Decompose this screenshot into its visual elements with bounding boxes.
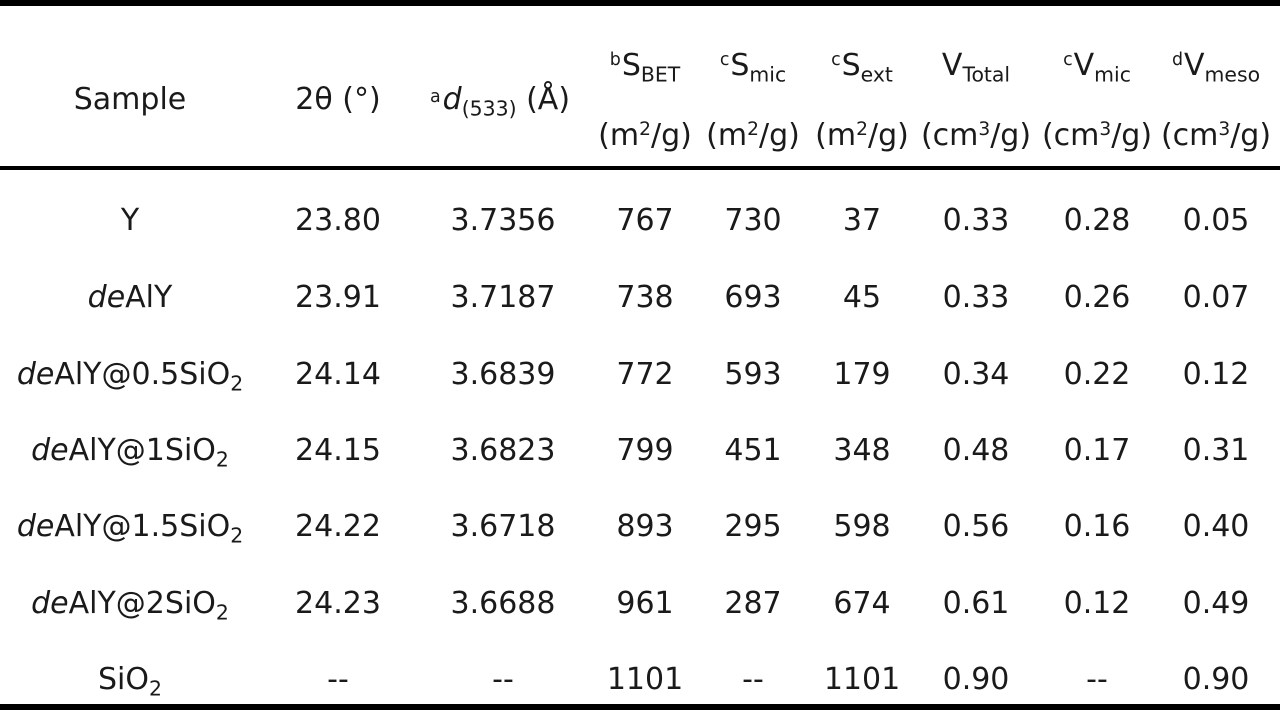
cell-two-theta: 23.80 — [295, 203, 381, 238]
cell-vmic: 0.26 — [1063, 280, 1131, 315]
cell-sbet: 893 — [616, 509, 674, 544]
top-rule — [0, 0, 1280, 6]
cell-d533: 3.6718 — [450, 509, 556, 544]
cell-vmeso: 0.07 — [1182, 280, 1250, 315]
cell-vmeso: 0.49 — [1182, 586, 1250, 621]
cell-sample: deAlY — [87, 280, 173, 315]
cell-two-theta: 23.91 — [295, 280, 381, 315]
cell-vtotal: 0.56 — [942, 509, 1010, 544]
cell-smic: 730 — [724, 203, 782, 238]
header-d533: ad(533) (Å) — [429, 82, 571, 121]
cell-two-theta: -- — [327, 662, 349, 697]
header-sext: cSext — [831, 48, 893, 87]
cell-sample: SiO2 — [98, 662, 162, 701]
cell-sext: 598 — [833, 509, 891, 544]
header-vmeso: dVmeso — [1171, 48, 1261, 87]
cell-vmic: 0.12 — [1063, 586, 1131, 621]
cell-two-theta: 24.22 — [295, 509, 381, 544]
cell-vmic: 0.17 — [1063, 433, 1131, 468]
cell-sample: Y — [120, 203, 140, 238]
cell-smic: 295 — [724, 509, 782, 544]
cell-sbet: 961 — [616, 586, 674, 621]
cell-smic: 287 — [724, 586, 782, 621]
header-smic: cSmic — [719, 48, 787, 87]
cell-vmic: 0.22 — [1063, 357, 1131, 392]
cell-d533: 3.6688 — [450, 586, 556, 621]
header-sbet: bSBET — [609, 48, 681, 87]
header-rule — [0, 166, 1280, 170]
cell-smic: 593 — [724, 357, 782, 392]
header-vmic: cVmic — [1063, 48, 1131, 87]
cell-sext: 674 — [833, 586, 891, 621]
cell-smic: 451 — [724, 433, 782, 468]
cell-vmeso: 0.90 — [1182, 662, 1250, 697]
cell-sext: 1101 — [823, 662, 901, 697]
header-vtotal-unit: (cm3/g) — [920, 118, 1032, 153]
header-two-theta: 2θ (°) — [295, 82, 381, 117]
header-vmic-unit: (cm3/g) — [1041, 118, 1153, 153]
cell-vmic: -- — [1086, 662, 1108, 697]
cell-sample: deAlY@1.5SiO2 — [16, 509, 244, 548]
cell-two-theta: 24.15 — [295, 433, 381, 468]
cell-smic: 693 — [724, 280, 782, 315]
cell-sample: deAlY@0.5SiO2 — [16, 357, 244, 396]
cell-sbet: 1101 — [606, 662, 684, 697]
cell-sbet: 738 — [616, 280, 674, 315]
header-sbet-unit: (m2/g) — [598, 118, 692, 153]
bottom-rule — [0, 704, 1280, 710]
cell-sext: 37 — [842, 203, 882, 238]
cell-vmeso: 0.05 — [1182, 203, 1250, 238]
cell-d533: 3.6839 — [450, 357, 556, 392]
cell-vmic: 0.28 — [1063, 203, 1131, 238]
cell-vtotal: 0.61 — [942, 586, 1010, 621]
cell-vmic: 0.16 — [1063, 509, 1131, 544]
cell-sext: 348 — [833, 433, 891, 468]
cell-sext: 179 — [833, 357, 891, 392]
header-vtotal: VTotal — [941, 48, 1011, 87]
header-vmeso-unit: (cm3/g) — [1160, 118, 1272, 153]
header-smic-unit: (m2/g) — [706, 118, 800, 153]
cell-d533: -- — [492, 662, 514, 697]
cell-smic: -- — [742, 662, 764, 697]
header-sample: Sample — [73, 82, 187, 117]
cell-vmeso: 0.40 — [1182, 509, 1250, 544]
cell-sample: deAlY@2SiO2 — [31, 586, 229, 625]
cell-vmeso: 0.12 — [1182, 357, 1250, 392]
header-sext-unit: (m2/g) — [815, 118, 909, 153]
cell-two-theta: 24.14 — [295, 357, 381, 392]
cell-sample: deAlY@1SiO2 — [31, 433, 229, 472]
cell-two-theta: 24.23 — [295, 586, 381, 621]
cell-vtotal: 0.34 — [942, 357, 1010, 392]
cell-vtotal: 0.48 — [942, 433, 1010, 468]
cell-sext: 45 — [842, 280, 882, 315]
cell-d533: 3.7187 — [450, 280, 556, 315]
cell-vtotal: 0.33 — [942, 203, 1010, 238]
cell-vmeso: 0.31 — [1182, 433, 1250, 468]
cell-vtotal: 0.90 — [942, 662, 1010, 697]
cell-sbet: 767 — [616, 203, 674, 238]
cell-sbet: 799 — [616, 433, 674, 468]
cell-d533: 3.7356 — [450, 203, 556, 238]
cell-vtotal: 0.33 — [942, 280, 1010, 315]
cell-sbet: 772 — [616, 357, 674, 392]
cell-d533: 3.6823 — [450, 433, 556, 468]
